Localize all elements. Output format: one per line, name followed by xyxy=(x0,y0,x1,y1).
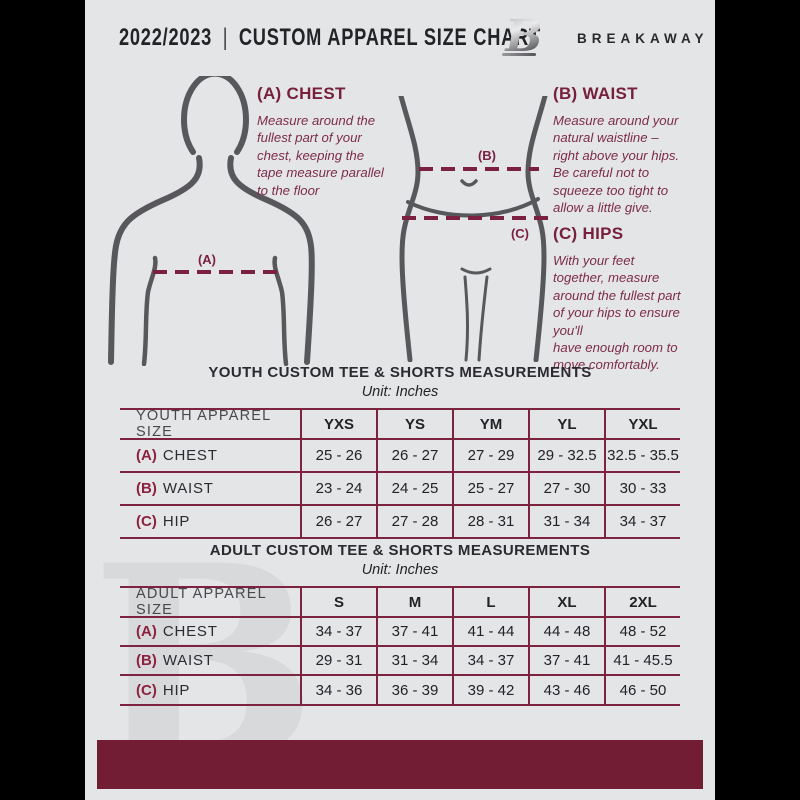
table-cell: 34 - 37 xyxy=(452,647,528,676)
table-cell: 37 - 41 xyxy=(376,618,452,647)
waist-hip-diagram: (B) (C) xyxy=(398,96,548,362)
breakaway-logo-icon: B xyxy=(498,12,550,62)
table-cell: 25 - 26 xyxy=(300,440,376,473)
youth-size-col: YXL xyxy=(604,410,680,440)
table-cell: 24 - 25 xyxy=(376,473,452,506)
table-cell: 25 - 27 xyxy=(452,473,528,506)
table-cell: 31 - 34 xyxy=(376,647,452,676)
youth-waist-row-label: (B) WAIST xyxy=(120,473,300,506)
hips-heading: (C) HIPS xyxy=(553,224,624,243)
youth-chest-row-label: (A) CHEST xyxy=(120,440,300,473)
adult-size-col: M xyxy=(376,588,452,618)
waist-instructions: (B) WAIST Measure around your natural wa… xyxy=(553,84,715,216)
adult-size-col: L xyxy=(452,588,528,618)
size-chart-page: 2022/2023 | CUSTOM APPAREL SIZE CHART B BR… xyxy=(85,0,715,800)
hips-instructions: (C) HIPS With your feet together, measur… xyxy=(553,224,715,374)
chest-line-label: (A) xyxy=(198,252,216,267)
youth-size-col: YL xyxy=(528,410,604,440)
table-cell: 30 - 33 xyxy=(604,473,680,506)
youth-size-table: YOUTH APPAREL SIZE YXS YS YM YL YXL (A) … xyxy=(120,408,680,539)
youth-hip-row-label: (C) HIP xyxy=(120,506,300,539)
waist-heading: (B) WAIST xyxy=(553,84,638,103)
chest-heading: (A) CHEST xyxy=(257,84,346,103)
table-cell: 41 - 45.5 xyxy=(604,647,680,676)
adult-chest-row-label: (A) CHEST xyxy=(120,618,300,647)
adult-size-table: ADULT APPAREL SIZE S M L XL 2XL (A) CHES… xyxy=(120,586,680,706)
chest-body-text: Measure around the fullest part of your … xyxy=(257,113,384,198)
youth-table-title: YOUTH CUSTOM TEE & SHORTS MEASUREMENTS xyxy=(208,364,592,381)
adult-size-col: XL xyxy=(528,588,604,618)
table-cell: 36 - 39 xyxy=(376,676,452,706)
adult-size-header: ADULT APPAREL SIZE xyxy=(120,586,300,618)
brand-name: BREAKAWAY xyxy=(577,31,709,46)
table-cell: 26 - 27 xyxy=(300,506,376,539)
adult-size-col: 2XL xyxy=(604,588,680,618)
table-cell: 34 - 37 xyxy=(300,618,376,647)
youth-size-col: YM xyxy=(452,410,528,440)
table-cell: 27 - 30 xyxy=(528,473,604,506)
table-cell: 29 - 31 xyxy=(300,647,376,676)
adult-waist-row-label: (B) WAIST xyxy=(120,647,300,676)
footer-bar xyxy=(97,740,703,789)
table-cell: 32.5 - 35.5 xyxy=(604,440,680,473)
title-year: 2022/2023 xyxy=(119,24,213,51)
chest-diagram: (A) xyxy=(108,76,315,366)
youth-size-header: YOUTH APPAREL SIZE xyxy=(120,408,300,440)
title-text: CUSTOM APPAREL SIZE CHART xyxy=(238,24,541,51)
table-cell: 46 - 50 xyxy=(604,676,680,706)
hip-line-label: (C) xyxy=(511,226,529,241)
table-cell: 27 - 28 xyxy=(376,506,452,539)
table-cell: 23 - 24 xyxy=(300,473,376,506)
youth-table-unit: Unit: Inches xyxy=(361,384,439,400)
title-separator: | xyxy=(222,24,229,51)
adult-size-col: S xyxy=(300,588,376,618)
table-cell: 26 - 27 xyxy=(376,440,452,473)
table-cell: 27 - 29 xyxy=(452,440,528,473)
adult-table-title: ADULT CUSTOM TEE & SHORTS MEASUREMENTS xyxy=(209,542,591,559)
table-cell: 34 - 37 xyxy=(604,506,680,539)
table-cell: 48 - 52 xyxy=(604,618,680,647)
table-cell: 31 - 34 xyxy=(528,506,604,539)
table-cell: 29 - 32.5 xyxy=(528,440,604,473)
hips-body-text: With your feet together, measure around … xyxy=(553,253,681,373)
youth-size-col: YS xyxy=(376,410,452,440)
adult-table-unit: Unit: Inches xyxy=(361,562,439,578)
table-cell: 39 - 42 xyxy=(452,676,528,706)
table-cell: 34 - 36 xyxy=(300,676,376,706)
table-cell: 28 - 31 xyxy=(452,506,528,539)
page-title: 2022/2023 | CUSTOM APPAREL SIZE CHART xyxy=(119,24,541,52)
adult-section: ADULT CUSTOM TEE & SHORTS MEASUREMENTS U… xyxy=(120,542,680,706)
table-cell: 37 - 41 xyxy=(528,647,604,676)
chest-instructions: (A) CHEST Measure around the fullest par… xyxy=(257,84,419,199)
youth-section: YOUTH CUSTOM TEE & SHORTS MEASUREMENTS U… xyxy=(120,364,680,539)
waist-body-text: Measure around your natural waistline – … xyxy=(553,113,680,216)
youth-size-col: YXS xyxy=(300,410,376,440)
adult-hip-row-label: (C) HIP xyxy=(120,676,300,706)
table-cell: 44 - 48 xyxy=(528,618,604,647)
table-cell: 43 - 46 xyxy=(528,676,604,706)
waist-line-label: (B) xyxy=(478,148,496,163)
table-cell: 41 - 44 xyxy=(452,618,528,647)
